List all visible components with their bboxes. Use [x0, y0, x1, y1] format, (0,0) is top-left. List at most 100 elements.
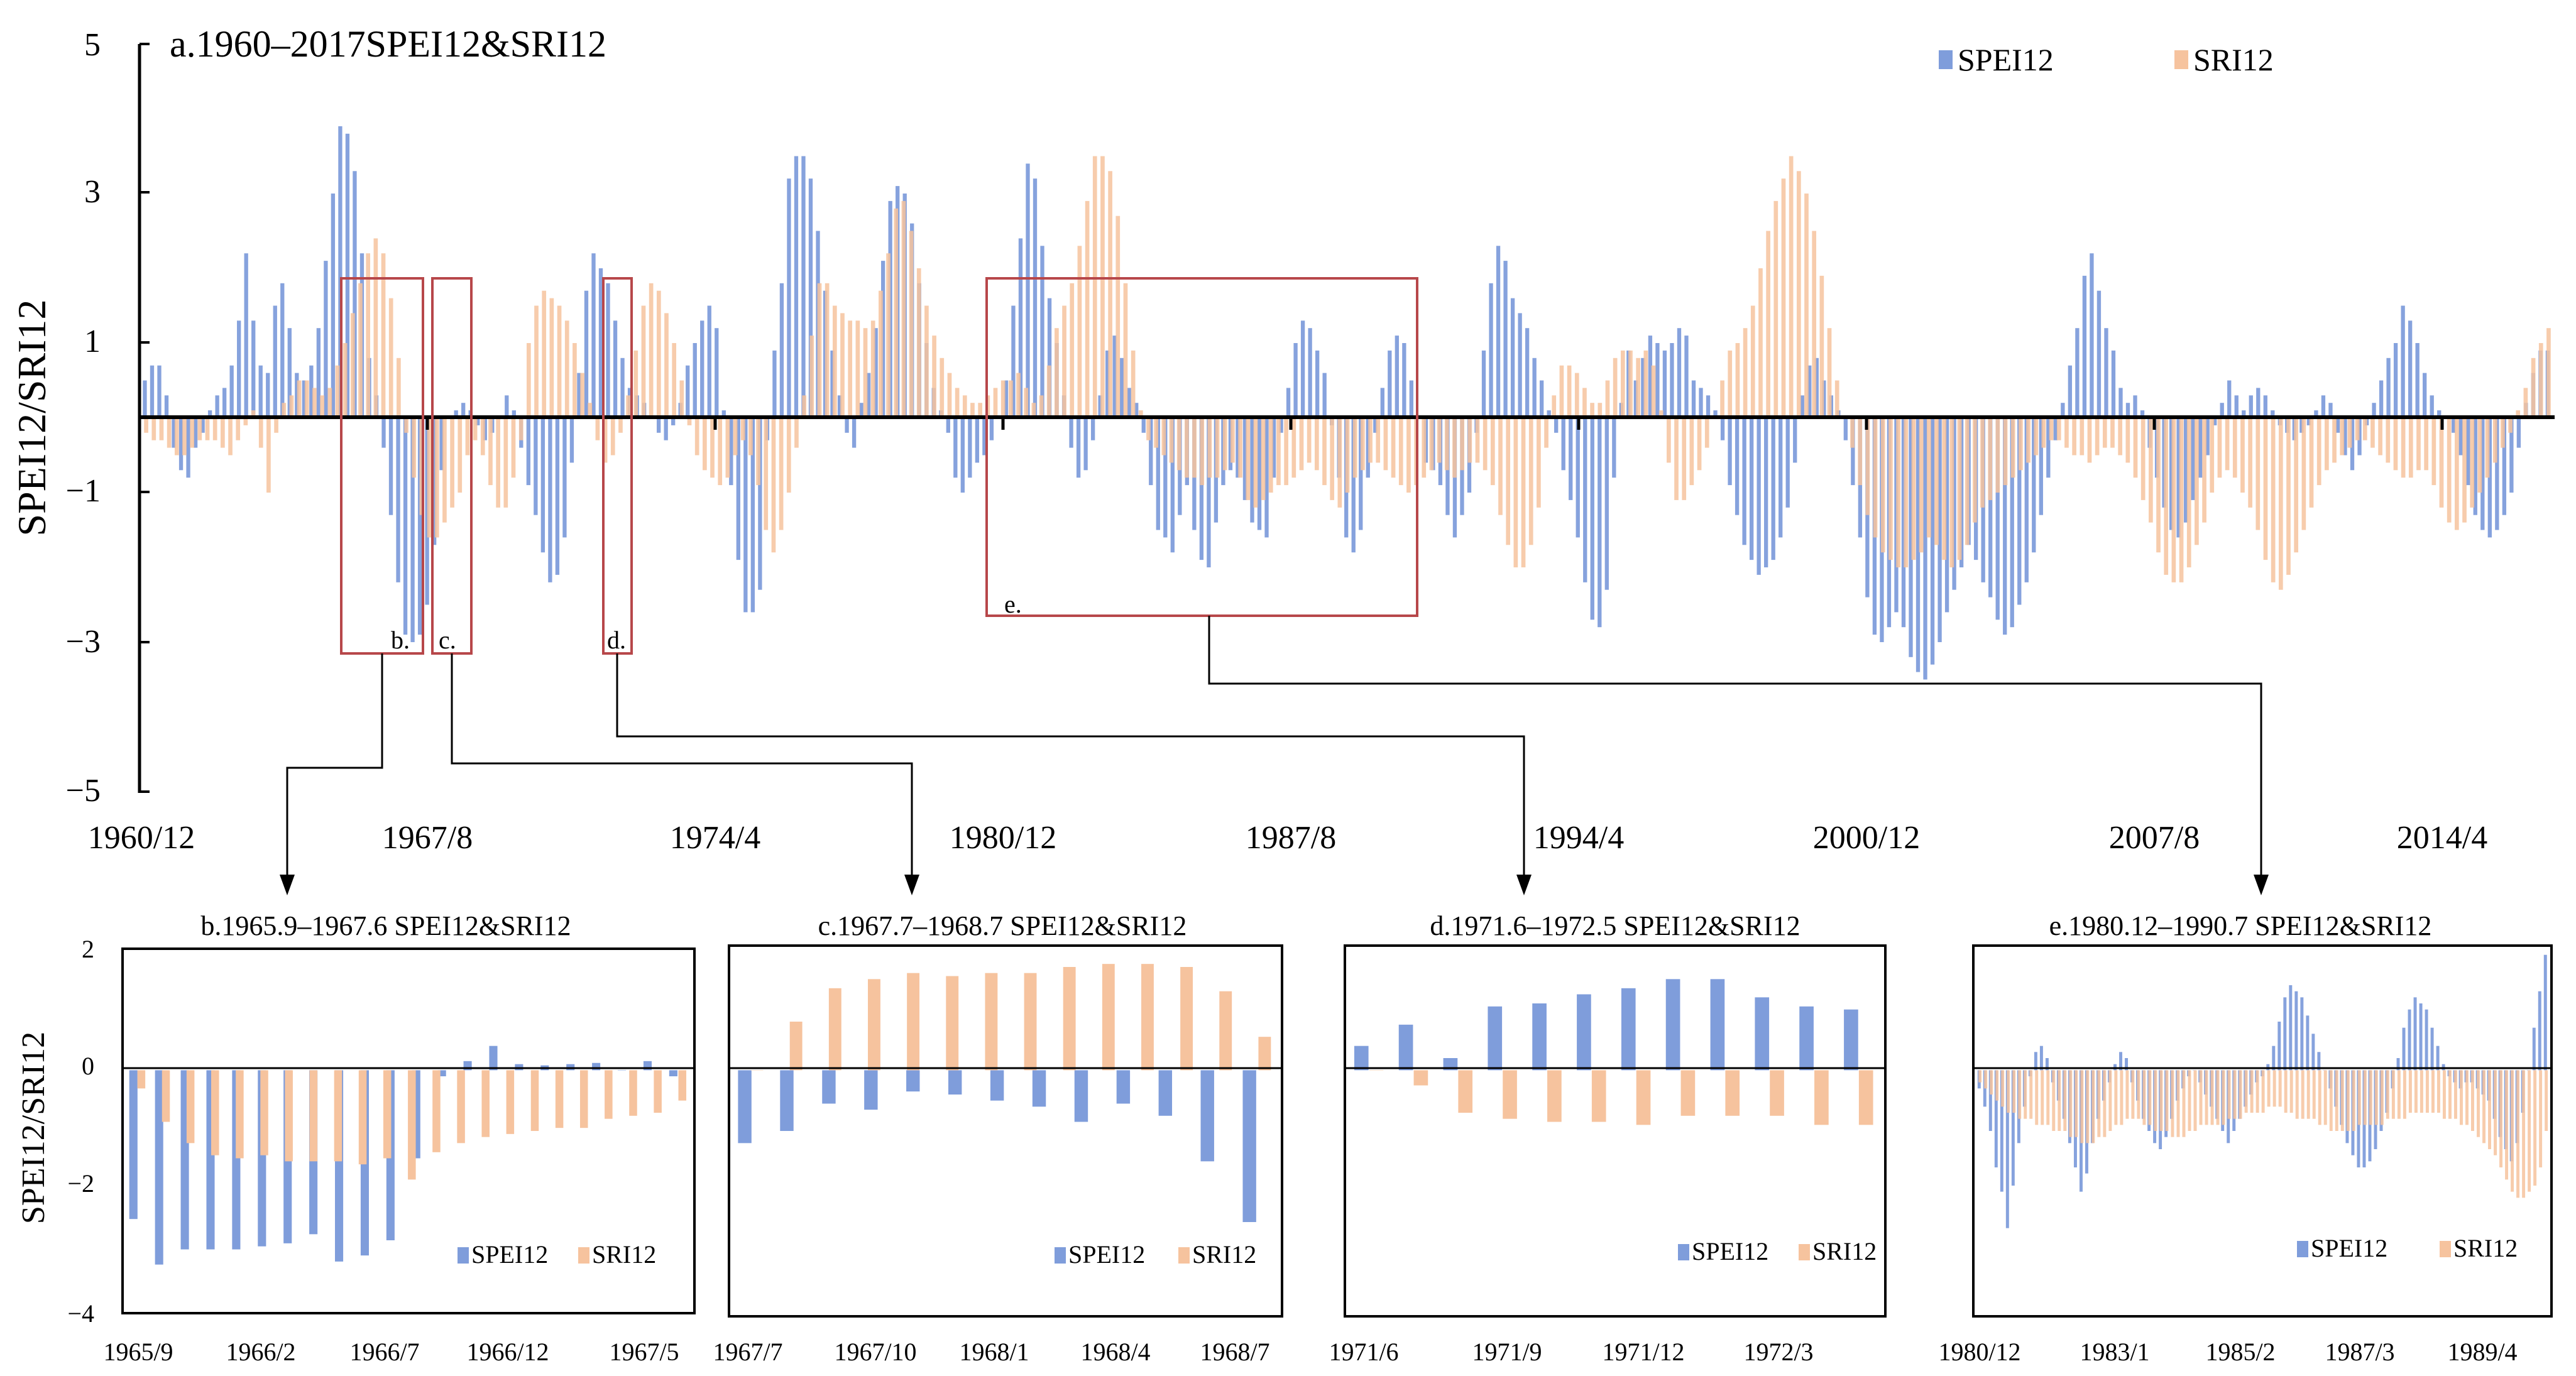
sri12-bar	[1102, 964, 1115, 1071]
sri12-bar	[1812, 231, 1817, 418]
sri12-bar	[221, 418, 225, 448]
x-tick-label: 1966/2	[226, 1338, 295, 1366]
spei12-bar	[794, 156, 799, 418]
panel-d-title: d.1971.6–1972.5 SPEI12&SRI12	[1430, 910, 1800, 941]
spei12-bar	[2372, 403, 2376, 418]
sri12-bar	[2408, 1070, 2412, 1113]
spei12-bar	[193, 418, 198, 448]
sri12-bar	[1330, 418, 1335, 500]
sri12-bar	[2097, 1070, 2101, 1137]
legend-label-sri12: SRI12	[1812, 1237, 1877, 1265]
sub-y-tick-label: −2	[67, 1169, 94, 1198]
spei12-bar	[1785, 418, 1790, 508]
spei12-bar	[669, 1070, 677, 1076]
sri12-bar	[1978, 1070, 1982, 1083]
spei12-bar	[1443, 1058, 1458, 1071]
sri12-bar	[2460, 1070, 2463, 1125]
sri12-bar	[2488, 1070, 2491, 1149]
spei12-bar	[801, 156, 806, 418]
spei12-bar	[906, 1070, 920, 1092]
sri12-bar	[817, 283, 822, 418]
sri12-bar	[1200, 418, 1205, 486]
spei12-bar	[1120, 358, 1124, 418]
sri12-bar	[588, 403, 593, 418]
sri12-bar	[2391, 1070, 2395, 1119]
sri12-bar	[2278, 1070, 2282, 1107]
spei12-bar	[2419, 1003, 2423, 1071]
sri12-bar	[1475, 418, 1480, 463]
sri12-bar	[1988, 418, 1993, 500]
y-tick-label: −5	[66, 773, 101, 809]
spei12-bar	[164, 395, 169, 418]
sri12-bar	[932, 336, 936, 418]
panel-d-chart: d.1971.6–1972.5 SPEI12&SRI12 1971/6 1971…	[1329, 910, 1887, 1366]
sri12-bar	[605, 1070, 613, 1119]
x-tick-label: 2000/12	[1813, 820, 1920, 856]
spei12-bar	[822, 1070, 836, 1104]
spei12-bar	[454, 410, 458, 418]
spei12-bar	[1047, 298, 1052, 418]
spei12-bar	[2480, 418, 2485, 530]
sri12-bar	[2332, 418, 2337, 463]
sri12-bar	[481, 1070, 490, 1137]
sri12-bar	[868, 979, 880, 1071]
spei12-bar	[244, 253, 248, 418]
sri12-bar	[2261, 1070, 2265, 1113]
sri12-bar	[258, 418, 263, 448]
spei12-bar	[1112, 336, 1117, 418]
spei12-bar	[968, 418, 972, 478]
spei12-bar	[1720, 418, 1725, 440]
sri12-bar	[1503, 1070, 1517, 1119]
sri12-bar	[2095, 418, 2100, 456]
sri12-bar	[2140, 418, 2146, 500]
spei12-bar	[1655, 343, 1660, 418]
legend-swatch-sri12	[1799, 1244, 1810, 1260]
sri12-bar	[1483, 418, 1488, 471]
spei12-bar	[1641, 358, 1645, 418]
sri12-bar	[2546, 328, 2551, 418]
sri12-bar	[457, 1070, 465, 1144]
sri12-bar	[1391, 418, 1396, 478]
spei12-bar	[207, 410, 212, 418]
spei12-bar	[1988, 1070, 1992, 1131]
spei12-bar	[1308, 328, 1312, 418]
spei12-bar	[1728, 418, 1732, 486]
spei12-bar	[555, 418, 560, 575]
sri12-bar	[1361, 418, 1365, 471]
sri12-bar	[2240, 418, 2245, 493]
sri12-bar	[2289, 1070, 2293, 1113]
x-tick-label: 1967/7	[713, 1338, 782, 1366]
sri12-bar	[1995, 1070, 1999, 1101]
sri12-bar	[2216, 1070, 2220, 1125]
sri12-bar	[2325, 418, 2329, 471]
sri12-bar	[1873, 418, 1878, 538]
spei12-bar	[1583, 418, 1587, 582]
spei12-bar	[1395, 336, 1399, 418]
sri12-bar	[1506, 418, 1511, 545]
spei12-bar	[178, 418, 184, 471]
spei12-bar	[772, 350, 777, 418]
sri12-bar	[1444, 418, 1449, 471]
spei12-bar	[2249, 395, 2253, 418]
panel-b-bars	[129, 1046, 687, 1265]
spei12-bar	[2487, 418, 2492, 538]
sri12-bar	[1031, 403, 1036, 418]
arrow-e	[2254, 875, 2269, 895]
legend-label-spei12: SPEI12	[471, 1240, 548, 1269]
sri12-bar	[764, 418, 769, 530]
sri12-bar	[1911, 418, 1916, 560]
sri12-bar	[809, 336, 814, 418]
sri12-bar	[2110, 418, 2115, 448]
sri12-bar	[802, 395, 806, 418]
sri12-bar	[2340, 418, 2345, 456]
spei12-bar	[410, 418, 415, 642]
sri12-bar	[2403, 1070, 2406, 1119]
spei12-bar	[2220, 403, 2224, 418]
spei12-bar	[251, 320, 256, 418]
sri12-bar	[916, 268, 921, 418]
x-tick-label: 1968/7	[1200, 1338, 1269, 1366]
spei12-bar	[548, 418, 552, 582]
spei12-bar	[738, 1070, 752, 1144]
sri12-bar	[2448, 1070, 2452, 1119]
